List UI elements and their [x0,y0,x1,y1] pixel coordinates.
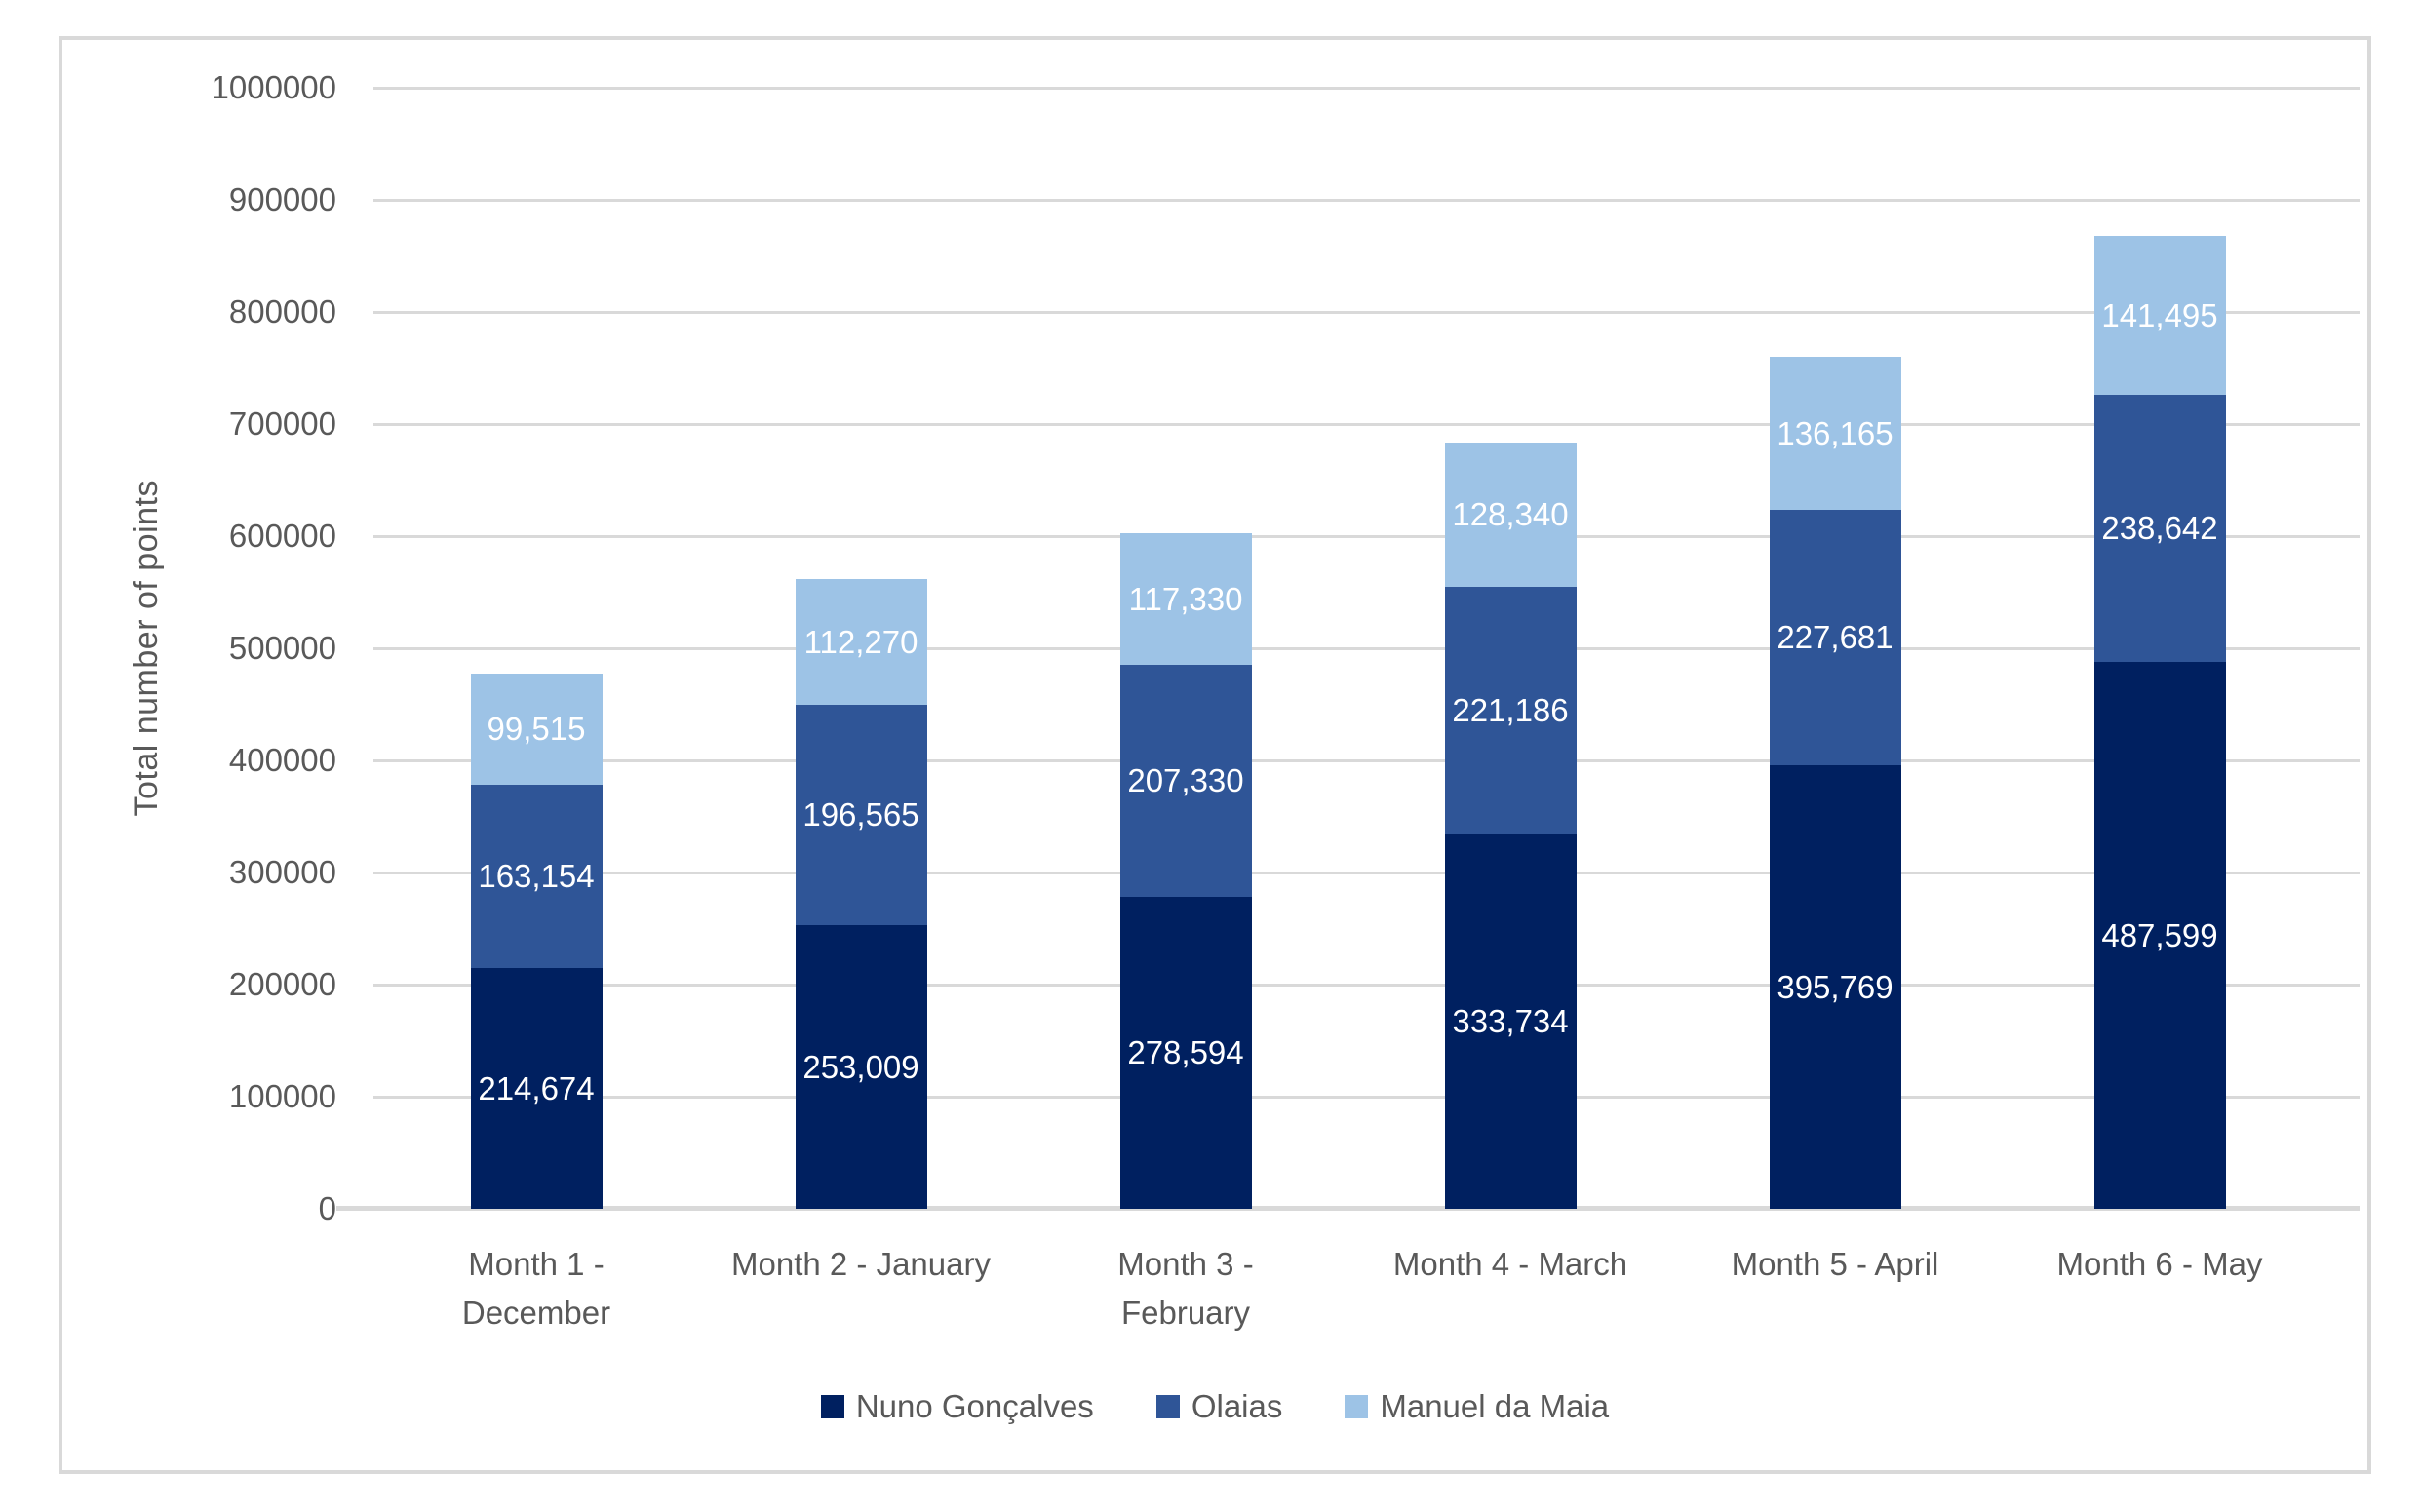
bar-value-label: 141,495 [2101,296,2218,333]
legend-label: Manuel da Maia [1380,1388,1610,1424]
x-axis-line [336,1206,2360,1211]
gridline [373,198,2360,202]
bar-value-label: 214,674 [478,1069,595,1106]
bar-segment: 141,495 [2093,236,2226,395]
bar-segment: 333,734 [1444,834,1577,1209]
plot-area: 214,674 163,154 99,515 253,009 196,565 112,27… [336,86,2360,1211]
x-category-label-line: Month 4 - March [1392,1246,1628,1282]
x-category-label-line: Month 5 - April [1731,1246,1939,1282]
bar-stack: 278,594 207,330 117,330 [1119,533,1252,1209]
y-tick-label: 800000 [228,293,336,330]
gridline [373,86,2360,90]
gridline [373,310,2360,314]
bar-value-label: 117,330 [1128,580,1243,617]
bar-segment: 163,154 [470,785,603,968]
bar-segment: 99,515 [470,674,603,785]
bar-stack: 487,599 238,642 141,495 [2093,236,2226,1209]
bar-value-label: 278,594 [1127,1034,1244,1070]
bar-value-label: 112,270 [803,623,918,660]
gridline [373,758,2360,762]
x-category-label-line: December [461,1295,611,1331]
y-tick-label: 500000 [228,630,336,666]
x-category-label-line: Month 1 - [468,1246,605,1282]
y-tick-label: 100000 [228,1078,336,1114]
bar-segment: 136,165 [1769,357,1901,510]
x-category-label-line: February [1120,1295,1251,1331]
y-tick-label: 400000 [228,742,336,778]
bar-value-label: 99,515 [487,711,586,747]
bar-value-label: 136,165 [1777,414,1894,451]
bar-segment: 238,642 [2093,395,2226,662]
y-tick-label: 200000 [228,966,336,1002]
bar-segment: 117,330 [1119,533,1252,665]
legend-swatch [1345,1395,1369,1418]
bar-value-label: 207,330 [1127,762,1244,798]
bar-value-label: 487,599 [2101,916,2218,953]
x-category-label: Month 6 - May [1984,1240,2335,1289]
x-category-label-line: Month 2 - January [731,1246,991,1282]
bar-segment: 207,330 [1119,665,1252,897]
legend-label: Nuno Gonçalves [855,1388,1094,1424]
gridline [373,871,2360,874]
legend-label: Olaias [1191,1388,1283,1424]
gridline [373,534,2360,538]
x-category-label: Month 4 - March [1335,1240,1686,1289]
x-category-label: Month 1 - December [361,1240,712,1338]
bar-stack: 253,009 196,565 112,270 [795,579,927,1209]
bar-value-label: 221,186 [1452,692,1569,728]
bar-segment: 395,769 [1769,765,1901,1209]
y-tick-label: 1000000 [211,69,336,105]
x-category-label: Month 2 - January [685,1240,1036,1289]
gridline [373,646,2360,650]
x-category-label: Month 5 - April [1660,1240,2011,1289]
legend-item: Nuno Gonçalves [820,1388,1094,1425]
gridline [373,422,2360,426]
x-category-label-line: Month 6 - May [2056,1246,2263,1282]
bar-value-label: 395,769 [1777,968,1894,1005]
bar-value-label: 333,734 [1452,1003,1569,1039]
bar-segment: 227,681 [1769,510,1901,765]
bar-segment: 221,186 [1444,587,1577,834]
x-category-label-line: Month 3 - [1117,1246,1254,1282]
y-tick-label: 600000 [228,518,336,554]
bar-segment: 128,340 [1444,443,1577,587]
bar-value-label: 128,340 [1452,496,1569,532]
y-tick-label: 900000 [228,181,336,217]
bar-segment: 253,009 [795,925,927,1209]
bar-segment: 196,565 [795,705,927,925]
y-tick-label: 300000 [228,854,336,890]
bar-stack: 333,734 221,186 128,340 [1444,443,1577,1209]
bar-value-label: 196,565 [802,796,919,833]
bar-value-label: 253,009 [802,1048,919,1085]
bar-segment: 112,270 [795,579,927,705]
y-tick-label: 0 [318,1190,336,1226]
legend: Nuno Gonçalves Olaias Manuel da Maia [59,1388,2371,1425]
bar-segment: 278,594 [1119,897,1252,1209]
bar-stack: 214,674 163,154 99,515 [470,674,603,1209]
bar-stack: 395,769 227,681 136,165 [1769,357,1901,1209]
x-category-label: Month 3 - February [1010,1240,1361,1338]
bar-value-label: 163,154 [478,858,595,894]
legend-item: Olaias [1155,1388,1283,1425]
gridline [373,1095,2360,1099]
legend-item: Manuel da Maia [1345,1388,1609,1425]
bar-segment: 487,599 [2093,662,2226,1209]
bar-segment: 214,674 [470,968,603,1209]
bar-value-label: 238,642 [2101,510,2218,546]
legend-swatch [820,1395,844,1418]
y-tick-label: 700000 [228,406,336,442]
gridline [373,983,2360,987]
legend-swatch [1155,1395,1180,1418]
bar-value-label: 227,681 [1777,619,1894,655]
